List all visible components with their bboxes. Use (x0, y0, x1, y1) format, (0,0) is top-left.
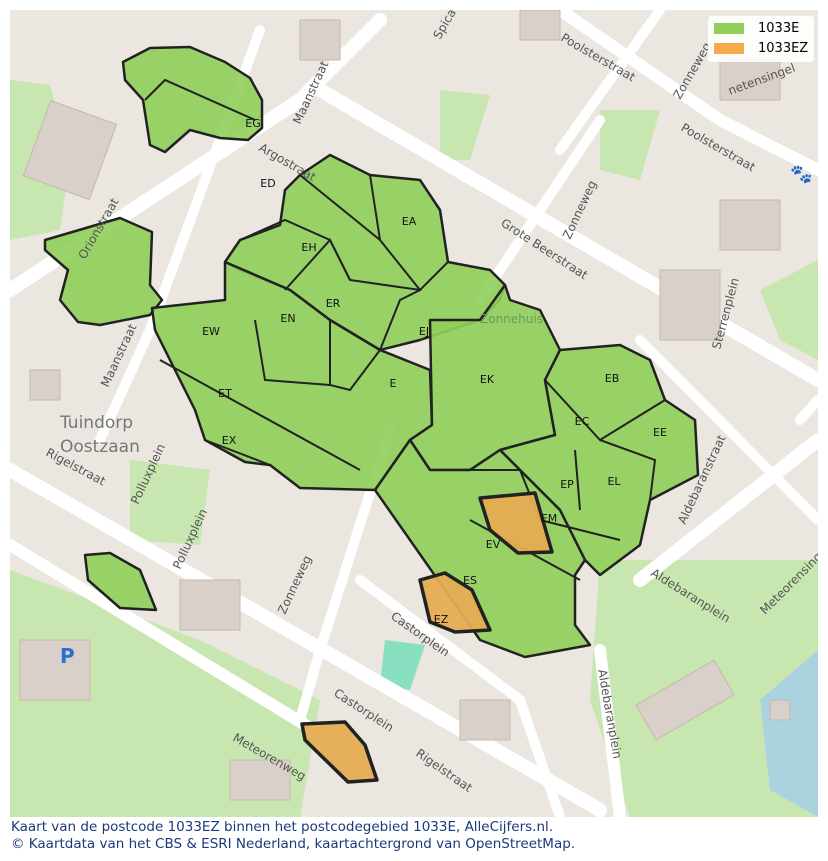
area-label: EN (280, 312, 295, 325)
area-EV[interactable] (478, 491, 554, 555)
area-EZ-south[interactable] (300, 720, 379, 784)
buildings (19, 10, 791, 801)
area-small[interactable] (83, 551, 158, 612)
legend-swatch (714, 23, 744, 34)
area-strip[interactable] (43, 216, 164, 327)
parking-icon: P (60, 644, 75, 668)
water (760, 650, 818, 817)
area-label: EA (402, 215, 417, 228)
legend-label: 1033EZ (758, 41, 809, 56)
paw-icon: 🐾 (790, 164, 812, 185)
legend-label: 1033E (758, 21, 800, 36)
area-label: ED (260, 177, 275, 190)
roads (10, 10, 818, 817)
area-labels: EG ED EA EH ER EN EW EJ E EK EB EC EE ET… (202, 117, 667, 626)
area-label: EK (480, 373, 495, 386)
caption: Kaart van de postcode 1033EZ binnen het … (11, 819, 575, 853)
area-label: EH (301, 241, 316, 254)
area-EZ[interactable] (418, 571, 492, 634)
area-label: EG (245, 117, 260, 130)
caption-line-2: © Kaartdata van het CBS & ESRI Nederland… (11, 836, 576, 852)
legend-swatch (714, 43, 744, 54)
area-label: E (390, 377, 397, 390)
area-EG[interactable] (121, 45, 264, 154)
map[interactable]: EG ED EA EH ER EN EW EJ E EK EB EC EE ET… (10, 10, 818, 817)
area-label: EB (605, 372, 620, 385)
area-label: EE (653, 426, 667, 439)
area-label: EV (486, 538, 501, 551)
area-label: ER (326, 297, 341, 310)
area-label: ET (218, 387, 232, 400)
area-label: EL (607, 475, 621, 488)
area-label: EJ (419, 325, 429, 338)
poi-label: Zonnehuis (480, 312, 543, 326)
area-label: EP (560, 478, 574, 491)
area-label: ES (463, 574, 477, 587)
area-label: EX (222, 434, 237, 447)
area-label: EM (541, 512, 557, 525)
place-label: Tuindorp (59, 413, 133, 433)
area-label: EC (575, 415, 590, 428)
place-label: Oostzaan (60, 437, 140, 457)
legend-item-1033EZ: 1033EZ (714, 41, 808, 56)
area-label: EZ (434, 613, 449, 626)
area-label: EW (202, 325, 220, 338)
legend: 1033E 1033EZ (708, 16, 814, 62)
postcode-1033EZ (300, 491, 554, 784)
legend-item-1033E: 1033E (714, 21, 799, 36)
caption-line-1: Kaart van de postcode 1033EZ binnen het … (11, 819, 554, 835)
pond (380, 640, 425, 690)
